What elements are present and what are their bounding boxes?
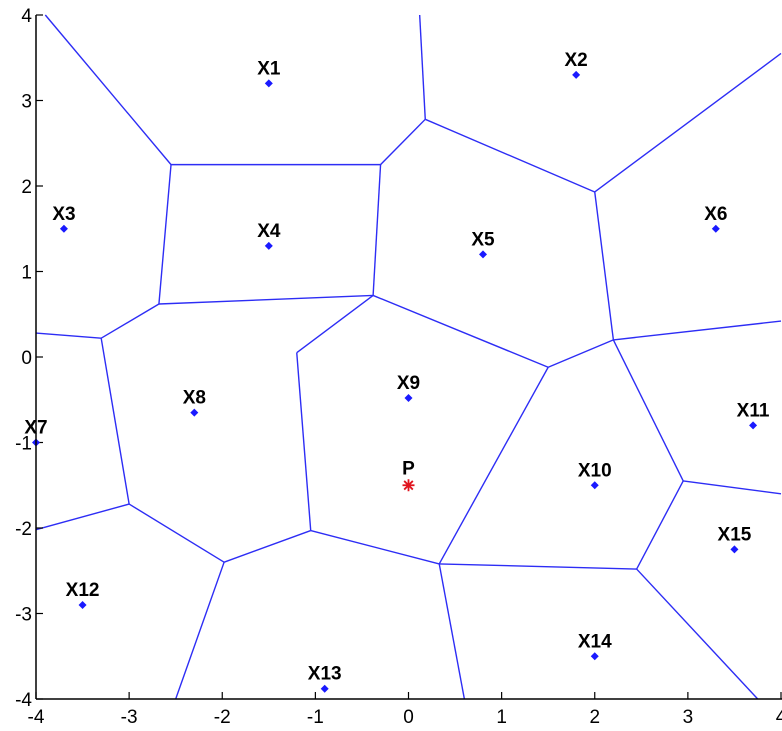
y-tick-label: -3 <box>15 605 32 626</box>
y-tick-label: 3 <box>21 92 32 113</box>
point-label: X9 <box>397 373 420 394</box>
query-point-marker <box>402 479 415 492</box>
y-tick-label: -2 <box>15 519 32 540</box>
voronoi-edge <box>438 563 466 700</box>
data-point <box>572 70 581 79</box>
y-tick-label: 1 <box>21 263 32 284</box>
voronoi-edge <box>372 294 549 368</box>
voronoi-edge <box>612 339 684 482</box>
point-label: X1 <box>257 58 281 79</box>
voronoi-edges <box>35 14 782 700</box>
voronoi-edge <box>310 529 440 565</box>
voronoi-edge <box>223 529 311 563</box>
voronoi-edge <box>296 352 312 531</box>
x-tick-label: -2 <box>214 707 231 728</box>
y-tick-label: -4 <box>15 690 32 711</box>
data-point <box>590 481 599 490</box>
point-label: X8 <box>183 388 206 409</box>
voronoi-edge <box>35 332 102 339</box>
point-label: X5 <box>471 229 495 250</box>
x-tick-label: -1 <box>307 707 324 728</box>
x-tick-label: 4 <box>776 707 782 728</box>
point-label: X2 <box>565 50 588 71</box>
data-point <box>59 224 68 233</box>
y-tick-label: 2 <box>21 177 32 198</box>
voronoi-edge <box>100 338 130 505</box>
voronoi-edge <box>438 366 549 565</box>
query-point-group: P <box>402 458 415 492</box>
data-point <box>404 394 413 403</box>
voronoi-edge <box>613 320 782 341</box>
y-tick-label: -1 <box>15 434 32 455</box>
x-tick-label: 0 <box>403 707 414 728</box>
data-point <box>590 652 599 661</box>
voronoi-edge <box>44 14 172 166</box>
voronoi-edge <box>35 503 130 531</box>
voronoi-edge <box>175 561 225 700</box>
x-tick-label: 2 <box>589 707 600 728</box>
point-label: X15 <box>718 524 752 545</box>
voronoi-edge <box>547 339 614 368</box>
voronoi-edge <box>128 503 225 563</box>
data-point <box>264 79 273 88</box>
point-label: X10 <box>578 460 612 481</box>
voronoi-edge <box>372 164 382 296</box>
point-label: X13 <box>308 664 342 685</box>
data-point <box>320 684 329 693</box>
voronoi-edge <box>683 480 782 495</box>
voronoi-edge <box>424 118 596 193</box>
data-point <box>730 545 739 554</box>
x-tick-label: 3 <box>683 707 694 728</box>
y-tick-label: 4 <box>21 6 32 27</box>
data-point <box>749 421 758 430</box>
point-label: X12 <box>66 580 100 601</box>
axes-frame <box>35 15 782 700</box>
data-point <box>190 408 199 417</box>
point-label: X6 <box>704 204 727 225</box>
x-tick-label: -3 <box>121 707 138 728</box>
voronoi-edge <box>418 14 426 120</box>
data-point <box>479 250 487 259</box>
point-label: X11 <box>737 400 770 421</box>
voronoi-edge <box>380 118 426 166</box>
point-label: X14 <box>578 631 612 652</box>
x-tick-label: 1 <box>496 707 507 728</box>
point-label: X3 <box>52 204 75 225</box>
voronoi-edge <box>158 294 374 305</box>
plot-area-background <box>36 15 782 699</box>
axis-ticks: -4 -3 -2 -1 0 1 2 3 4 4 3 2 1 0 -1 -2 -3 -4 <box>15 6 782 728</box>
point-label: X4 <box>257 221 281 242</box>
voronoi-edge <box>594 191 615 340</box>
voronoi-edge <box>439 563 637 570</box>
voronoi-edge <box>636 480 684 570</box>
data-point <box>264 241 273 250</box>
x-tick-label: -4 <box>28 707 45 728</box>
voronoi-edge <box>636 568 759 700</box>
voronoi-edge <box>158 164 172 305</box>
y-tick-label: 0 <box>21 348 32 369</box>
query-point-label: P <box>402 458 415 479</box>
data-point <box>78 600 87 609</box>
voronoi-edge <box>594 52 782 193</box>
voronoi-edge <box>100 303 160 339</box>
data-point <box>711 224 720 233</box>
voronoi-edge <box>296 294 374 354</box>
